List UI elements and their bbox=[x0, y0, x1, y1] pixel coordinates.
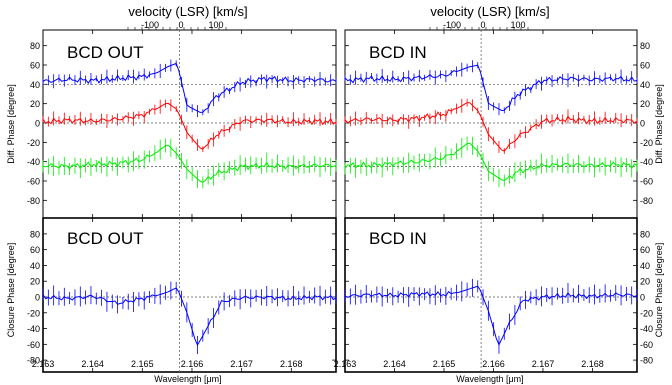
y-tick-label: 40 bbox=[30, 80, 40, 90]
y-tick-label: 60 bbox=[640, 61, 650, 71]
series-line bbox=[42, 102, 337, 150]
y-tick-label: 80 bbox=[640, 229, 650, 239]
y-tick-label: -40 bbox=[27, 324, 40, 334]
x-tick-label: 2.164 bbox=[81, 359, 104, 369]
y-tick-label: -60 bbox=[27, 177, 40, 187]
y-tick-label: 40 bbox=[30, 261, 40, 271]
y-tick-label: -80 bbox=[27, 196, 40, 206]
y-tick-label: 0 bbox=[35, 293, 40, 303]
panel-title: BCD OUT bbox=[67, 229, 144, 248]
x-tick-label: 2.168 bbox=[581, 359, 604, 369]
velocity-tick-label: 100 bbox=[208, 20, 223, 30]
y-tick-label: 80 bbox=[30, 41, 40, 51]
y-tick-label: -80 bbox=[640, 356, 653, 366]
panel-title: BCD IN bbox=[369, 229, 427, 248]
y-tick-label: 20 bbox=[640, 277, 650, 287]
y-tick-label: -60 bbox=[27, 340, 40, 350]
wavelength-xlabel-left: Wavelength [μm] bbox=[154, 374, 221, 384]
series-line bbox=[344, 102, 638, 152]
y-tick-label: 20 bbox=[30, 277, 40, 287]
y-tick-label: 0 bbox=[640, 293, 645, 303]
series-line bbox=[42, 144, 337, 183]
y-tick-label: 20 bbox=[30, 99, 40, 109]
y-tick-label: -60 bbox=[640, 340, 653, 350]
y-tick-label: -20 bbox=[640, 308, 653, 318]
panel-title: BCD OUT bbox=[67, 43, 144, 62]
x-tick-label: 2.165 bbox=[433, 359, 456, 369]
y-tick-label: 60 bbox=[30, 61, 40, 71]
y-tick-label: -20 bbox=[640, 138, 653, 148]
panel-title: BCD IN bbox=[369, 43, 427, 62]
x-tick-label: 2.164 bbox=[383, 359, 406, 369]
x-tick-label: 2.168 bbox=[280, 359, 303, 369]
velocity-axis-title-right: velocity (LSR) [km/s] bbox=[430, 4, 549, 19]
y-tick-label: 40 bbox=[640, 80, 650, 90]
x-tick-label: 2.167 bbox=[230, 359, 253, 369]
velocity-tick-label: 0 bbox=[178, 20, 183, 30]
x-tick-label: 2.163 bbox=[334, 359, 357, 369]
closure-phase-ylabel-right: Closure Phase [degree] bbox=[654, 243, 664, 338]
velocity-tick-label: 100 bbox=[510, 20, 525, 30]
y-tick-label: -40 bbox=[27, 157, 40, 167]
x-tick-label: 2.165 bbox=[131, 359, 154, 369]
velocity-tick-label: -100 bbox=[443, 20, 461, 30]
y-tick-label: -80 bbox=[640, 196, 653, 206]
y-tick-label: 80 bbox=[640, 41, 650, 51]
series-line bbox=[344, 285, 638, 347]
x-tick-label: 2.166 bbox=[482, 359, 505, 369]
y-tick-label: 80 bbox=[30, 229, 40, 239]
closure-phase-ylabel-left: Closure Phase [degree] bbox=[6, 243, 16, 338]
y-tick-label: -20 bbox=[27, 138, 40, 148]
y-tick-label: 20 bbox=[640, 99, 650, 109]
velocity-tick-label: -100 bbox=[141, 20, 159, 30]
y-tick-label: -60 bbox=[640, 177, 653, 187]
y-tick-label: -80 bbox=[27, 356, 40, 366]
y-tick-label: -40 bbox=[640, 157, 653, 167]
x-tick-label: 2.167 bbox=[532, 359, 555, 369]
y-tick-label: -40 bbox=[640, 324, 653, 334]
series-line bbox=[42, 62, 337, 113]
series-line bbox=[344, 142, 638, 181]
y-tick-label: -20 bbox=[27, 308, 40, 318]
series-line bbox=[42, 287, 337, 347]
x-tick-label: 2.166 bbox=[181, 359, 204, 369]
y-tick-label: 60 bbox=[30, 245, 40, 255]
velocity-axis-title-left: velocity (LSR) [km/s] bbox=[128, 4, 247, 19]
y-tick-label: 60 bbox=[640, 245, 650, 255]
x-tick-label: 2.163 bbox=[32, 359, 55, 369]
diff-phase-ylabel-right: Diff. Phase [degree] bbox=[654, 84, 664, 163]
y-tick-label: 40 bbox=[640, 261, 650, 271]
y-tick-label: 0 bbox=[640, 119, 645, 129]
wavelength-xlabel-right: Wavelength [μm] bbox=[456, 374, 523, 384]
y-tick-label: 0 bbox=[35, 119, 40, 129]
series-line bbox=[344, 64, 638, 112]
diff-phase-ylabel-left: Diff. Phase [degree] bbox=[6, 84, 16, 163]
velocity-tick-label: 0 bbox=[480, 20, 485, 30]
